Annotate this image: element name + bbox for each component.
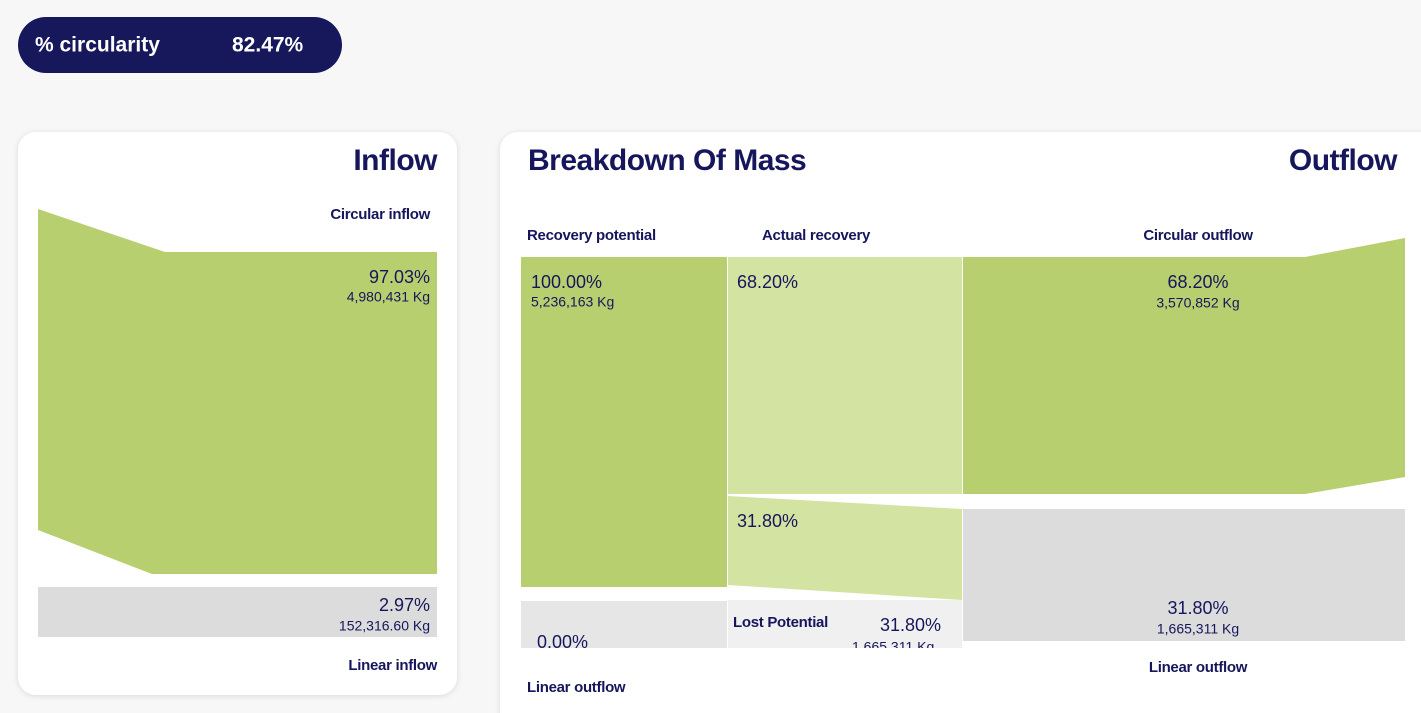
linear-potential-percent: 0.00% <box>537 632 588 652</box>
circular-inflow-flow <box>38 209 437 574</box>
linear-inflow-label: Linear inflow <box>348 657 437 674</box>
linear-outflow-percent: 31.80% <box>1167 598 1228 618</box>
circular-outflow-mass: 3,570,852 Kg <box>1156 295 1239 311</box>
linear-inflow-flow <box>38 587 437 637</box>
lost-potential-label: Lost Potential <box>733 614 828 631</box>
circular-inflow-label: Circular inflow <box>330 206 430 223</box>
circular-outflow-percent: 68.20% <box>1167 272 1228 292</box>
actual-recovery-block <box>728 257 962 494</box>
linear-inflow-percent: 2.97% <box>379 595 430 615</box>
actual-recovery-percent: 68.20% <box>737 272 798 292</box>
recovery-potential-percent: 100.00% <box>531 272 602 292</box>
circular-outflow-flow <box>963 238 1405 494</box>
circular-inflow-percent: 97.03% <box>369 267 430 287</box>
lost-potential-block <box>728 600 962 648</box>
linear-inflow-mass: 152,316.60 Kg <box>339 618 430 634</box>
unrecovered-percent: 31.80% <box>737 511 798 531</box>
lost-potential-mass: 1,665,311 Kg <box>852 639 934 655</box>
lost-potential-texts: Lost Potential 31.80% 1,665,311 Kg <box>733 614 941 655</box>
circularity-badge <box>18 17 342 73</box>
recovery-potential-mass: 5,236,163 Kg <box>531 294 614 310</box>
outflow-title: Outflow <box>1289 144 1398 177</box>
badge-value: 82.47% <box>232 34 304 57</box>
badge-label: % circularity <box>35 34 160 57</box>
circular-outflow-label: Circular outflow <box>1143 227 1253 244</box>
recovery-potential-block <box>521 257 727 587</box>
circular-inflow-mass: 4,980,431 Kg <box>347 289 430 305</box>
lost-potential-percent: 31.80% <box>880 615 941 635</box>
linear-outflow-mass: 1,665,311 Kg <box>1157 621 1239 637</box>
linear-potential-block <box>521 601 727 648</box>
linear-outflow-flow <box>963 509 1405 641</box>
inflow-title: Inflow <box>353 144 438 177</box>
linear-potential-label: Linear outflow <box>527 679 626 696</box>
breakdown-title: Breakdown Of Mass <box>528 144 806 177</box>
unrecovered-flow <box>728 496 962 600</box>
linear-outflow-label: Linear outflow <box>1149 659 1248 676</box>
actual-recovery-label: Actual recovery <box>762 227 871 244</box>
recovery-potential-label: Recovery potential <box>527 227 656 244</box>
